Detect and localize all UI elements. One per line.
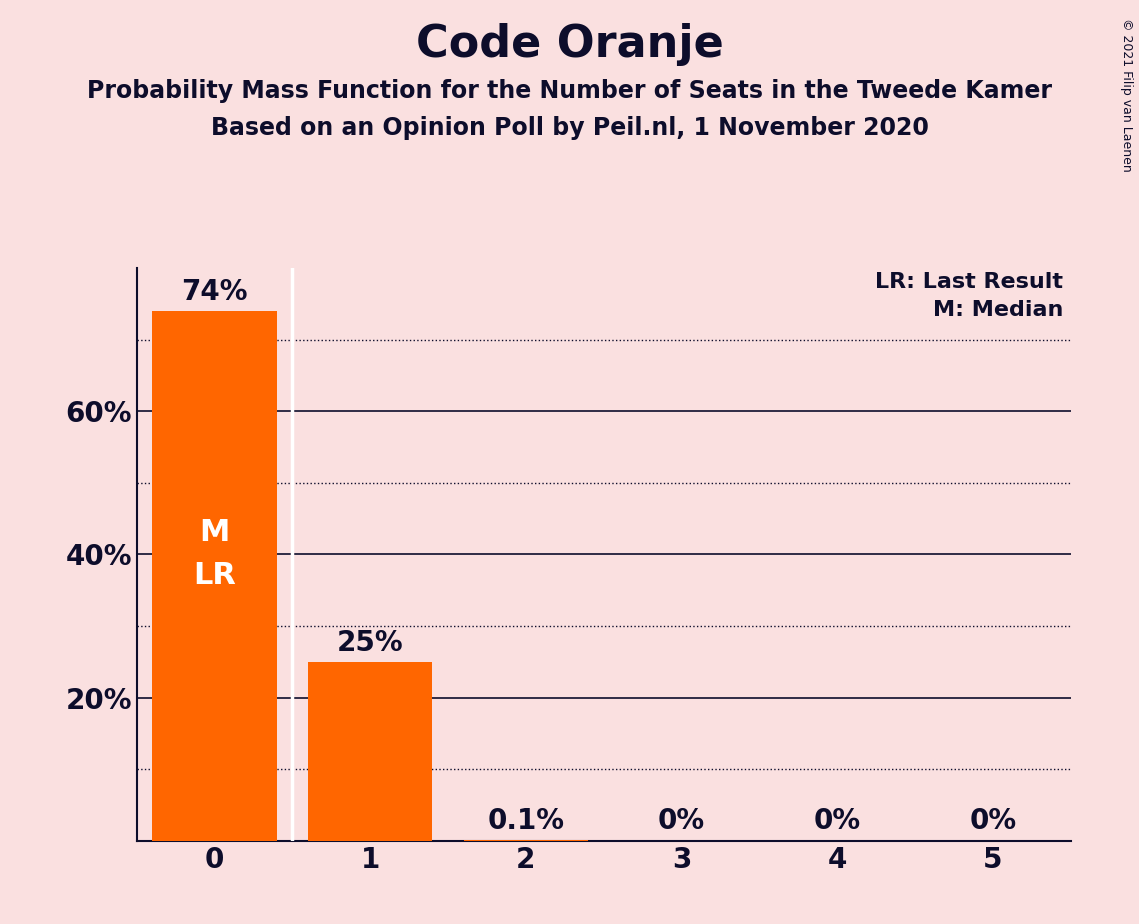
Text: Probability Mass Function for the Number of Seats in the Tweede Kamer: Probability Mass Function for the Number… (87, 79, 1052, 103)
Bar (308, 662, 433, 841)
Text: 0%: 0% (658, 807, 705, 835)
Text: © 2021 Filip van Laenen: © 2021 Filip van Laenen (1121, 18, 1133, 172)
Text: LR: LR (194, 562, 236, 590)
Text: M: Median: M: Median (933, 300, 1063, 321)
Text: 0.1%: 0.1% (487, 807, 564, 835)
Text: M: M (199, 518, 230, 547)
Text: 25%: 25% (337, 629, 403, 657)
Text: 0%: 0% (813, 807, 861, 835)
Bar (153, 310, 277, 841)
Text: 74%: 74% (181, 278, 248, 306)
Text: 0%: 0% (969, 807, 1016, 835)
Text: LR: Last Result: LR: Last Result (875, 272, 1063, 292)
Text: Based on an Opinion Poll by Peil.nl, 1 November 2020: Based on an Opinion Poll by Peil.nl, 1 N… (211, 116, 928, 140)
Text: Code Oranje: Code Oranje (416, 23, 723, 67)
